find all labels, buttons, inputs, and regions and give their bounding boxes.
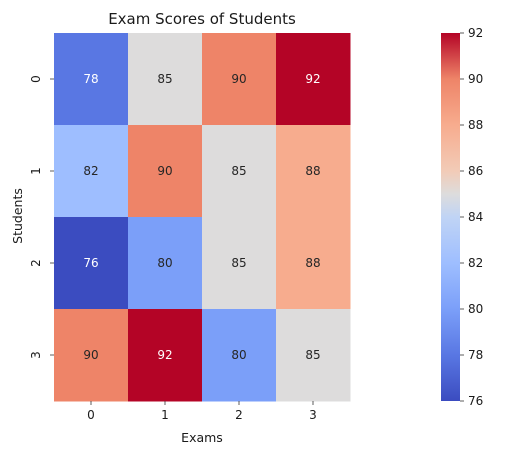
cell-value-label: 76 — [83, 256, 98, 270]
heatmap-cell — [128, 125, 203, 218]
colorbar-tick-label: 90 — [468, 72, 483, 86]
x-tick-label: 3 — [309, 408, 317, 422]
heatmap-cell — [128, 33, 203, 126]
cell-value-label: 78 — [83, 72, 98, 86]
y-tick-label: 3 — [29, 351, 43, 359]
colorbar-tick-label: 82 — [468, 256, 483, 270]
heatmap-cell — [276, 125, 351, 218]
heatmap-cell — [54, 125, 129, 218]
heatmap-cell — [202, 309, 277, 402]
x-axis-label: Exams — [181, 430, 223, 445]
colorbar-tick-label: 88 — [468, 118, 483, 132]
y-tick-label: 0 — [29, 75, 43, 83]
cell-value-label: 90 — [231, 72, 246, 86]
colorbar-tick-label: 86 — [468, 164, 483, 178]
colorbar-tick-label: 76 — [468, 394, 483, 408]
cell-value-label: 88 — [305, 256, 320, 270]
colorbar-tick-label: 78 — [468, 348, 483, 362]
heatmap-cell — [128, 217, 203, 310]
cell-value-label: 92 — [305, 72, 320, 86]
y-axis-ticks: 0 1 2 3 — [29, 75, 54, 359]
cell-value-label: 85 — [231, 256, 246, 270]
x-tick-label: 0 — [87, 408, 95, 422]
heatmap-cell — [276, 217, 351, 310]
cell-value-label: 85 — [157, 72, 172, 86]
cell-value-label: 90 — [83, 348, 98, 362]
cell-value-label: 80 — [231, 348, 246, 362]
x-axis-ticks: 0 1 2 3 — [87, 401, 317, 422]
heatmap-cell — [54, 33, 129, 126]
heatmap-cell — [54, 217, 129, 310]
cell-value-label: 92 — [157, 348, 172, 362]
cell-value-label: 82 — [83, 164, 98, 178]
colorbar-tick-label: 92 — [468, 26, 483, 40]
heatmap-cells — [54, 33, 351, 402]
heatmap-cell — [202, 125, 277, 218]
cell-value-label: 80 — [157, 256, 172, 270]
chart-title: Exam Scores of Students — [108, 10, 296, 28]
colorbar-tick-label: 84 — [468, 210, 483, 224]
y-axis-label: Students — [10, 188, 25, 244]
heatmap-cell — [276, 33, 351, 126]
cell-value-label: 88 — [305, 164, 320, 178]
heatmap-cell — [54, 309, 129, 402]
cell-value-label: 90 — [157, 164, 172, 178]
heatmap-cell-labels: 78 85 90 92 82 90 85 88 76 80 85 88 90 92 80 85 — [83, 72, 320, 362]
x-tick-label: 1 — [161, 408, 169, 422]
heatmap-cell — [128, 309, 203, 402]
y-tick-label: 2 — [29, 259, 43, 267]
cell-value-label: 85 — [305, 348, 320, 362]
heatmap-cell — [276, 309, 351, 402]
heatmap-cell — [202, 217, 277, 310]
heatmap-cell — [202, 33, 277, 126]
colorbar-ticks: 76 78 80 82 84 86 88 90 92 — [460, 26, 483, 408]
cell-value-label: 85 — [231, 164, 246, 178]
y-tick-label: 1 — [29, 167, 43, 175]
x-tick-label: 2 — [235, 408, 243, 422]
colorbar — [441, 33, 460, 401]
colorbar-tick-label: 80 — [468, 302, 483, 316]
